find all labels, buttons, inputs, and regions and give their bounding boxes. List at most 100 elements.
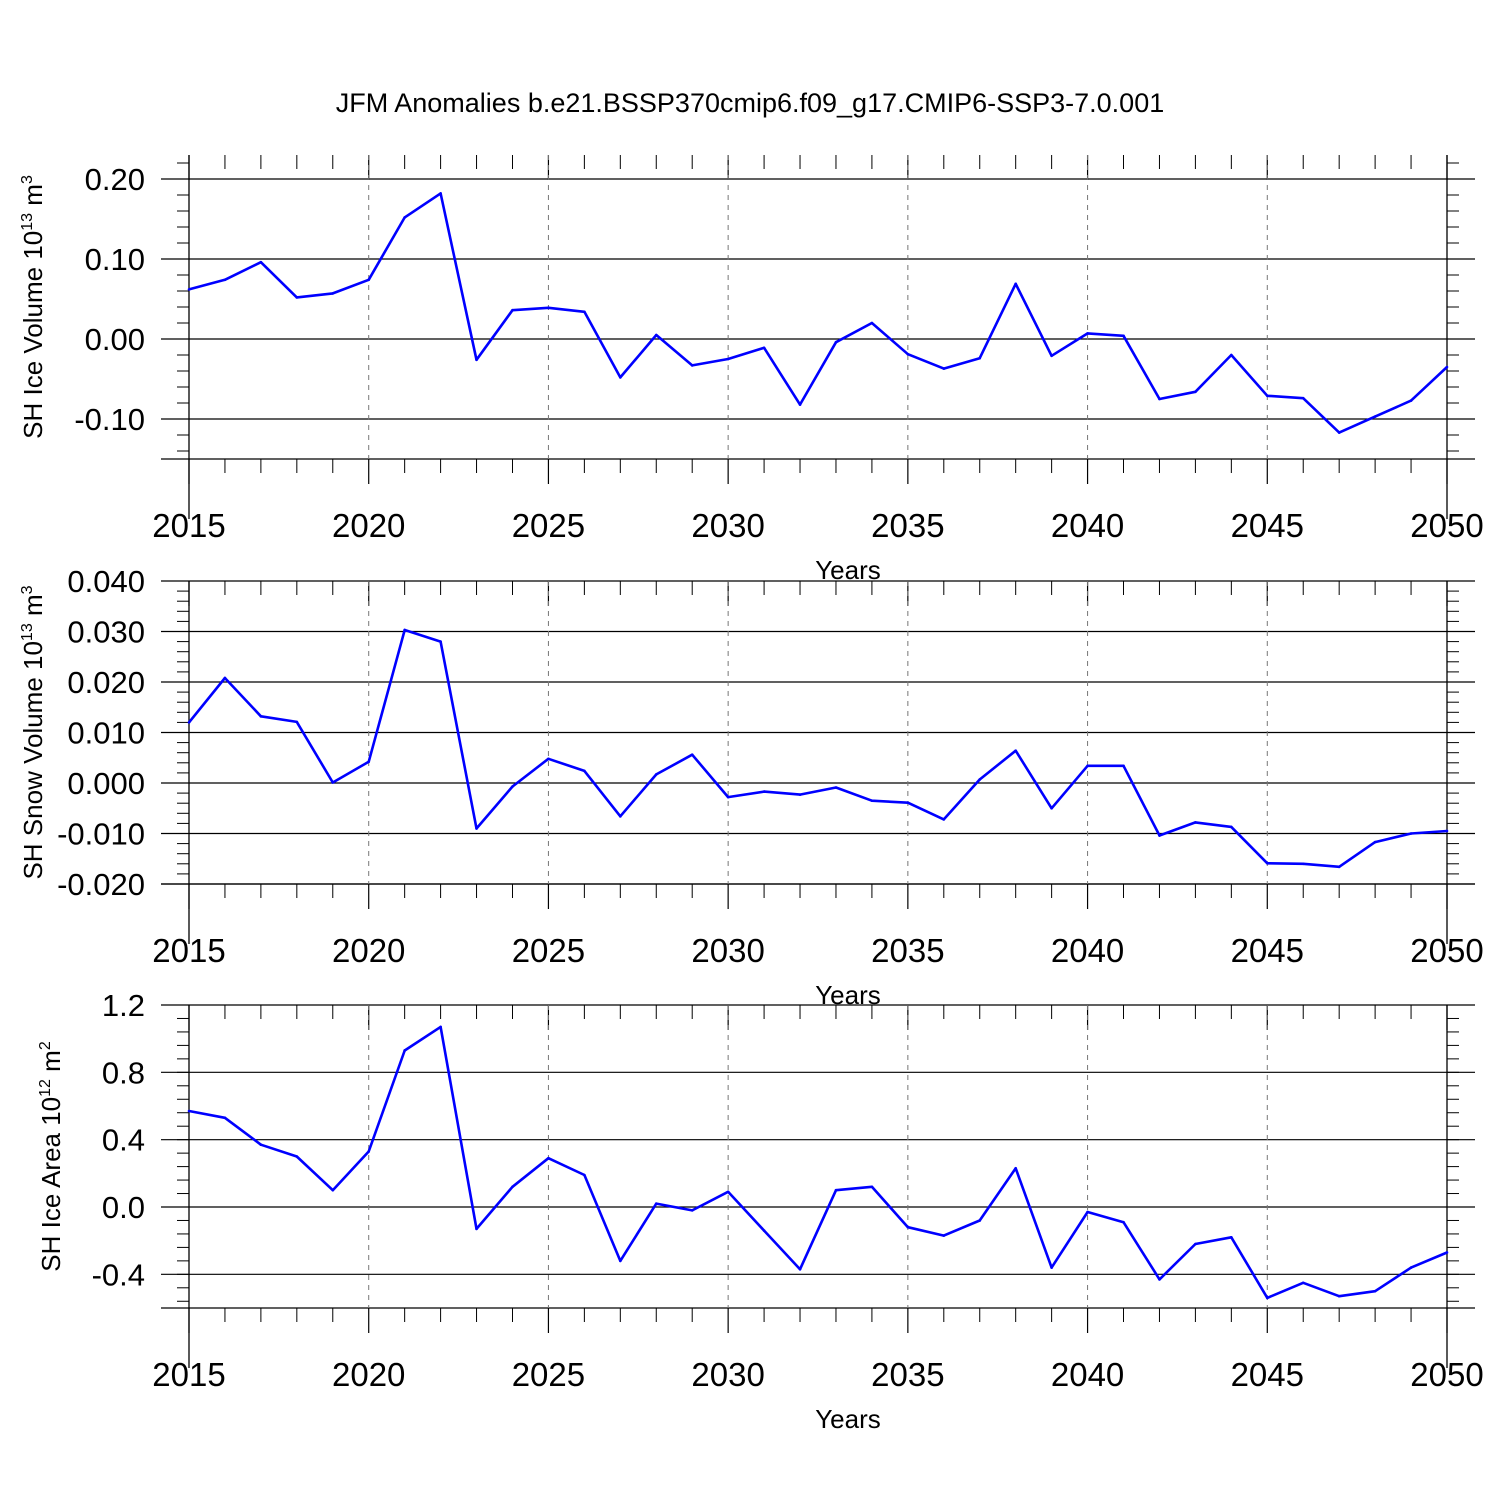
data-point [1086, 1210, 1089, 1214]
x-tick-label: 2025 [512, 1356, 585, 1393]
data-point [1086, 764, 1089, 768]
data-point [187, 288, 191, 291]
x-tick-label: 2050 [1410, 932, 1483, 969]
y-tick-label: 0.20 [85, 162, 145, 197]
data-point [1265, 394, 1269, 398]
y-label-text: SH Ice Area 10 [36, 1097, 66, 1272]
data-point [583, 769, 586, 773]
data-point [1014, 282, 1017, 286]
y-tick-label: 1.2 [102, 988, 145, 1023]
x-tick-label: 2035 [871, 1356, 944, 1393]
data-point [331, 292, 335, 295]
data-point [978, 356, 982, 360]
x-tick-label: 2015 [152, 1356, 225, 1393]
data-point [798, 1267, 802, 1271]
data-point [654, 333, 658, 337]
y-tick-label: 0.0 [102, 1190, 145, 1225]
y-label-unit-exponent: 2 [37, 1041, 54, 1050]
data-point [1230, 1236, 1233, 1239]
data-point [870, 1185, 874, 1189]
data-point [331, 781, 335, 784]
data-point [906, 801, 910, 804]
x-tick-label: 2035 [871, 507, 944, 544]
data-point [1265, 1296, 1269, 1300]
x-tick-label: 2030 [691, 1356, 764, 1393]
data-point [690, 753, 694, 757]
data-point [1409, 832, 1413, 835]
data-point [583, 310, 586, 314]
data-point [547, 1156, 550, 1160]
data-point [223, 278, 227, 282]
data-point [1337, 1294, 1341, 1298]
data-point [367, 760, 371, 764]
data-point [439, 1025, 442, 1029]
x-tick-label: 2040 [1051, 507, 1124, 544]
x-tick-label: 2045 [1231, 1356, 1304, 1393]
x-tick-label: 2030 [691, 507, 764, 544]
data-point [259, 715, 263, 718]
data-point [1122, 1220, 1125, 1224]
data-point [726, 795, 730, 799]
data-point [439, 192, 442, 195]
chart-panel-3: -0.4 0.0 0.4 0.8 1.2 2015 2020 2025 2030 2035 2040… [36, 988, 1484, 1434]
data-point [1122, 334, 1125, 338]
data-point [223, 676, 227, 680]
y-tick-label: 0.00 [85, 322, 145, 357]
y-tick-label: 0.000 [67, 766, 145, 801]
data-point [942, 367, 946, 370]
data-point [1014, 1166, 1017, 1170]
data-point [1337, 865, 1341, 869]
x-tick-label: 2035 [871, 932, 944, 969]
y-label-unit: m [18, 594, 48, 623]
data-point [295, 720, 299, 724]
y-label-text: SH Snow Volume 10 [18, 641, 48, 879]
y-tick-label: 0.040 [67, 564, 145, 599]
data-point [547, 306, 550, 310]
data-point [295, 1155, 299, 1158]
data-point [223, 1116, 227, 1120]
data-point [439, 640, 442, 643]
data-point [187, 1109, 191, 1113]
data-point [978, 1219, 982, 1222]
y-tick-label: 0.030 [67, 615, 145, 650]
x-tick-label: 2045 [1231, 507, 1304, 544]
data-point [798, 793, 802, 796]
x-tick-label: 2015 [152, 507, 225, 544]
data-point [762, 346, 766, 350]
data-point [906, 352, 910, 356]
data-point [942, 1234, 946, 1237]
data-point [1014, 749, 1017, 752]
data-point [1158, 834, 1161, 837]
x-tick-label: 2045 [1231, 932, 1304, 969]
data-point [942, 818, 946, 821]
data-point [726, 357, 730, 361]
data-point [547, 757, 550, 761]
series-line [188, 192, 1448, 434]
x-tick-label: 2020 [332, 1356, 405, 1393]
data-point [259, 260, 263, 264]
data-point [690, 364, 694, 367]
data-point [1230, 353, 1233, 357]
figure-title: JFM Anomalies b.e21.BSSP370cmip6.f09_g17… [335, 88, 1165, 118]
data-point [295, 296, 299, 299]
data-point [511, 785, 514, 788]
y-label-unit: m [18, 184, 48, 213]
data-point [870, 321, 874, 325]
data-point [511, 1185, 514, 1189]
data-point [978, 778, 982, 781]
x-tick-label: 2025 [512, 932, 585, 969]
data-point [834, 1188, 838, 1192]
data-point [475, 1227, 478, 1231]
data-point [1445, 365, 1449, 369]
data-point [475, 827, 478, 830]
series-line [187, 628, 1448, 869]
data-point [1337, 431, 1341, 434]
data-point [1373, 415, 1377, 418]
data-point [834, 786, 838, 789]
x-tick-label: 2040 [1051, 932, 1124, 969]
x-tick-label: 2015 [152, 932, 225, 969]
y-tick-label: -0.10 [74, 402, 145, 437]
data-point [906, 1225, 910, 1229]
x-tick-label: 2020 [332, 507, 405, 544]
data-point [1194, 390, 1197, 394]
